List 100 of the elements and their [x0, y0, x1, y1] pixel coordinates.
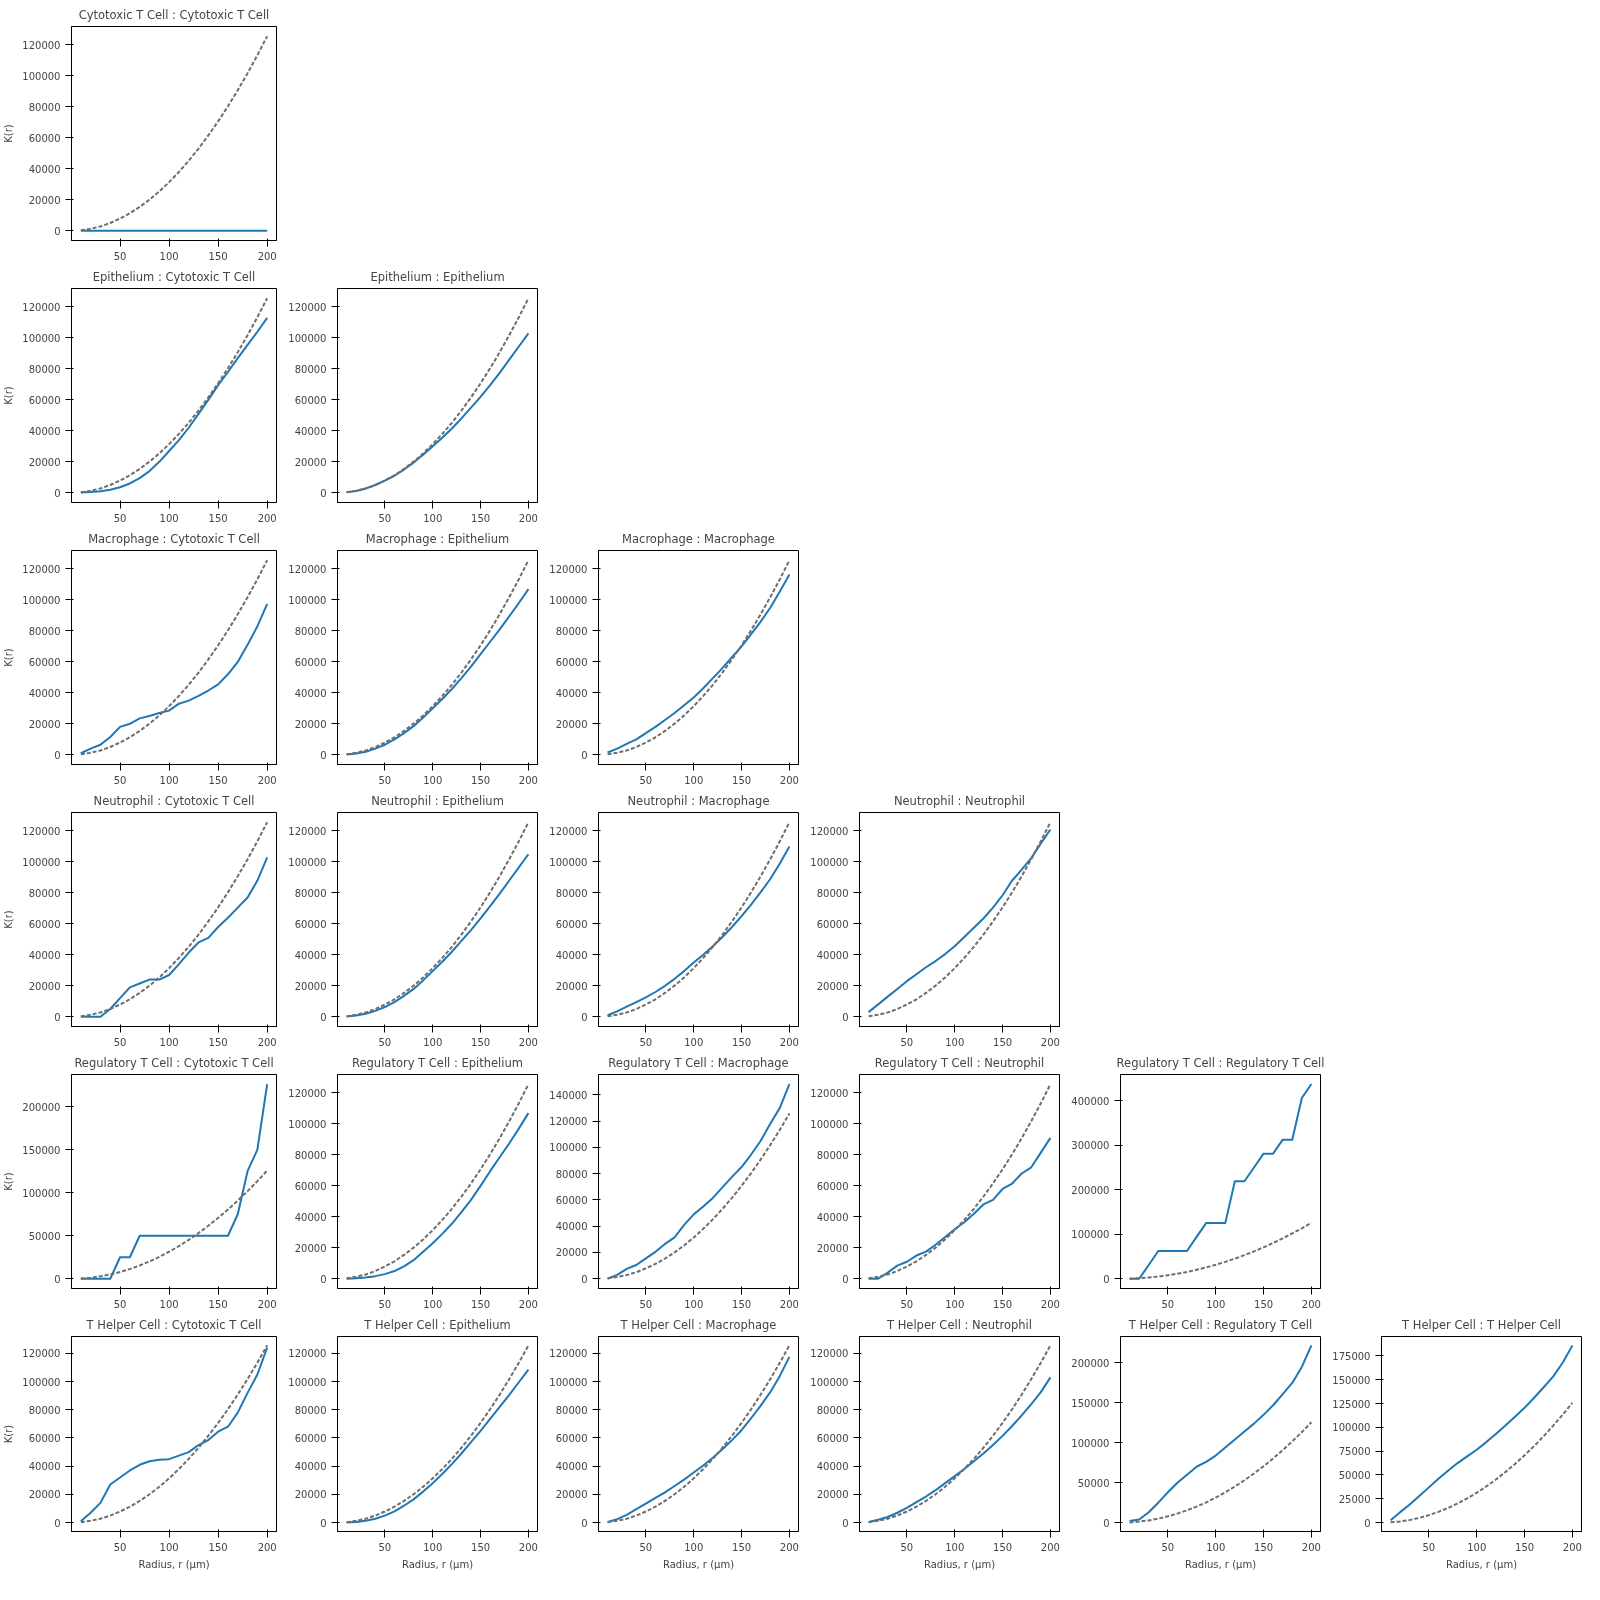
chart-title: Regulatory T Cell : Epithelium — [352, 1055, 524, 1070]
y-tick-label: 0 — [1364, 1517, 1371, 1529]
x-tick-label: 150 — [993, 1036, 1013, 1048]
y-tick-label: 60000 — [294, 656, 327, 668]
y-tick-label: 80000 — [816, 887, 849, 899]
x-tick-label: 200 — [779, 774, 799, 786]
y-tick-label: 80000 — [294, 363, 327, 375]
x-tick-label: 200 — [779, 1541, 799, 1553]
y-tick-label: 20000 — [294, 1242, 327, 1254]
y-axis-title: K(r) — [3, 1172, 15, 1191]
chart-title: Epithelium : Cytotoxic T Cell — [92, 269, 256, 284]
y-tick-label: 0 — [320, 749, 327, 761]
y-tick-label: 20000 — [294, 1489, 327, 1501]
y-tick-label: 0 — [581, 1517, 588, 1529]
y-tick-label: 0 — [320, 1011, 327, 1023]
x-tick-label: 200 — [257, 1541, 277, 1553]
line-series — [345, 297, 530, 494]
x-tick-label: 100 — [159, 1036, 179, 1048]
y-tick-label: 20000 — [555, 1489, 588, 1501]
y-tick-label: 125000 — [1332, 1398, 1371, 1410]
y-tick-label: 100000 — [22, 1376, 61, 1388]
y-tick-label: 120000 — [810, 1348, 849, 1360]
y-tick-label: 40000 — [555, 1221, 588, 1233]
x-tick-label: 200 — [1301, 1541, 1321, 1553]
y-tick-label: 60000 — [555, 1433, 588, 1444]
chart-title: T Helper Cell : Epithelium — [363, 1317, 511, 1332]
chart-title: Macrophage : Macrophage — [622, 531, 775, 546]
x-tick-label: 200 — [518, 512, 538, 524]
y-tick-label: 80000 — [294, 625, 327, 637]
y-tick-label: 100000 — [288, 1118, 327, 1130]
chart-title: Epithelium : Epithelium — [370, 269, 505, 284]
chart-title: T Helper Cell : T Helper Cell — [1401, 1317, 1561, 1332]
y-tick-label: 20000 — [555, 1247, 588, 1259]
y-tick-label: 120000 — [288, 826, 327, 837]
y-tick-label: 80000 — [816, 1149, 849, 1161]
line-series — [1128, 1221, 1313, 1280]
y-tick-label: 80000 — [28, 887, 61, 899]
x-tick-label: 200 — [1040, 1036, 1060, 1048]
x-tick-label: 200 — [257, 250, 277, 262]
y-tick-label: 20000 — [294, 980, 327, 992]
y-tick-label: 80000 — [555, 887, 588, 899]
line-series — [79, 35, 269, 232]
y-tick-label: 200000 — [1071, 1357, 1110, 1369]
x-axis-title: Radius, r (μm) — [662, 1558, 735, 1570]
y-tick-label: 60000 — [294, 918, 327, 930]
x-tick-label: 150 — [208, 774, 228, 786]
y-tick-label: 60000 — [28, 394, 61, 406]
y-tick-label: 120000 — [549, 1348, 588, 1360]
y-tick-label: 40000 — [28, 949, 61, 961]
chart-title: Macrophage : Epithelium — [365, 531, 510, 546]
line-series — [79, 1083, 269, 1280]
y-tick-label: 60000 — [816, 918, 849, 930]
y-tick-label: 120000 — [22, 40, 61, 51]
x-tick-label: 150 — [1254, 1298, 1274, 1310]
x-tick-label: 50 — [639, 1541, 653, 1553]
y-tick-label: 40000 — [816, 949, 849, 961]
y-tick-label: 80000 — [555, 625, 588, 637]
x-tick-label: 150 — [732, 1541, 752, 1553]
y-tick-label: 100000 — [810, 1118, 849, 1130]
x-tick-label: 100 — [423, 1298, 443, 1310]
x-tick-label: 100 — [423, 512, 443, 524]
line-series — [79, 559, 269, 756]
x-tick-label: 50 — [378, 1541, 392, 1553]
line-series — [1128, 1344, 1313, 1523]
y-tick-label: 40000 — [294, 949, 327, 961]
y-tick-label: 120000 — [549, 1116, 588, 1128]
y-tick-label: 100000 — [1332, 1422, 1371, 1434]
x-tick-label: 100 — [1467, 1541, 1487, 1553]
x-tick-label: 100 — [159, 250, 179, 262]
x-tick-label: 50 — [378, 1298, 392, 1310]
line-series — [1389, 1401, 1574, 1524]
chart-title: T Helper Cell : Macrophage — [619, 1317, 777, 1332]
y-tick-label: 100000 — [549, 856, 588, 868]
x-tick-label: 150 — [208, 1036, 228, 1048]
y-tick-label: 20000 — [816, 1489, 849, 1501]
x-tick-label: 150 — [732, 1036, 752, 1048]
x-axis-title: Radius, r (μm) — [1445, 1558, 1518, 1570]
y-tick-label: 80000 — [816, 1404, 849, 1416]
y-tick-label: 40000 — [555, 1461, 588, 1473]
chart-title: T Helper Cell : Cytotoxic T Cell — [85, 1317, 262, 1332]
x-tick-label: 150 — [993, 1298, 1013, 1310]
x-tick-label: 150 — [471, 512, 491, 524]
x-tick-label: 200 — [257, 512, 277, 524]
y-tick-label: 0 — [842, 1273, 849, 1285]
x-tick-label: 50 — [639, 1036, 653, 1048]
chart-title: Neutrophil : Macrophage — [627, 793, 770, 808]
chart-title: T Helper Cell : Neutrophil — [886, 1317, 1033, 1332]
x-tick-label: 100 — [159, 1298, 179, 1310]
x-tick-label: 200 — [518, 1541, 538, 1553]
x-axis-title: Radius, r (μm) — [401, 1558, 474, 1570]
y-axis-title: K(r) — [3, 1424, 15, 1444]
y-tick-label: 120000 — [288, 1088, 327, 1099]
y-tick-label: 20000 — [28, 980, 61, 992]
line-series — [867, 1376, 1052, 1523]
y-tick-label: 175000 — [1332, 1350, 1371, 1362]
y-tick-label: 200000 — [22, 1101, 61, 1113]
x-tick-label: 150 — [1515, 1541, 1535, 1553]
y-tick-label: 0 — [320, 487, 327, 499]
y-tick-label: 60000 — [294, 1180, 327, 1192]
x-tick-label: 200 — [1040, 1298, 1060, 1310]
